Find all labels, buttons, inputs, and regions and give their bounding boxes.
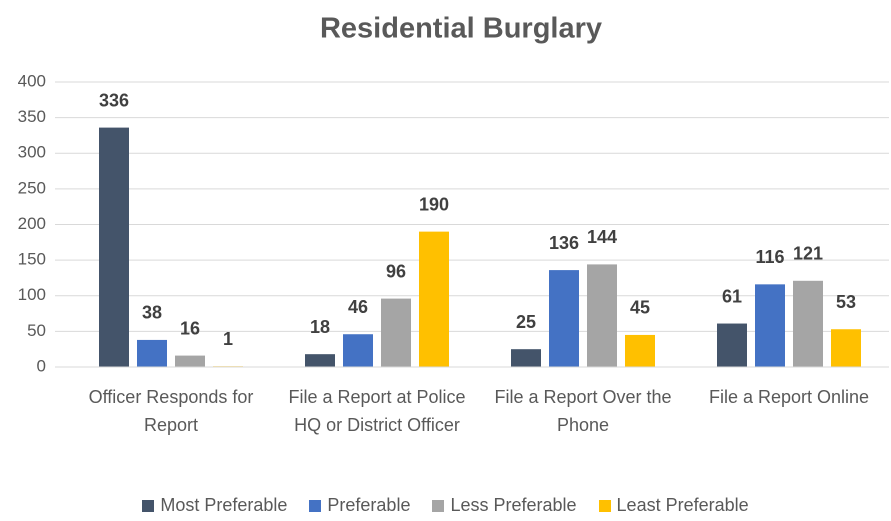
bar [831, 329, 861, 367]
data-label: 38 [142, 303, 162, 323]
legend-item: Least Preferable [598, 495, 749, 516]
legend-label: Preferable [327, 495, 411, 515]
legend-swatch [432, 499, 445, 512]
bar [793, 280, 823, 367]
data-label: 1 [223, 329, 233, 349]
data-label: 18 [310, 317, 330, 337]
y-tick-label: 50 [27, 321, 46, 340]
bar [419, 231, 449, 367]
legend-label: Less Preferable [450, 495, 577, 515]
y-tick-label: 350 [18, 107, 46, 126]
legend-swatch [309, 499, 322, 512]
y-tick-label: 250 [18, 178, 46, 197]
data-label: 96 [386, 261, 406, 281]
chart-title: Residential Burglary [320, 13, 602, 45]
x-tick-label: File a Report at Police HQ or District O… [288, 387, 466, 435]
x-tick-label: Officer Responds for Report [88, 387, 254, 435]
data-label: 61 [722, 286, 742, 306]
bar [717, 323, 747, 367]
bar [175, 355, 205, 367]
data-label: 116 [755, 247, 784, 267]
bar [511, 349, 541, 367]
bar [625, 334, 655, 367]
data-label: 190 [419, 194, 449, 214]
legend-item: Preferable [309, 495, 410, 516]
bar [137, 339, 167, 367]
y-tick-label: 150 [18, 250, 46, 269]
legend-item: Less Preferable [432, 495, 577, 516]
y-tick-label: 200 [18, 214, 46, 233]
legend-item: Most Preferable [142, 495, 287, 516]
y-tick-label: 0 [37, 356, 46, 375]
x-tick-label: File a Report Online [708, 387, 870, 407]
data-label: 136 [549, 233, 579, 253]
bar [99, 127, 129, 367]
bar [587, 264, 617, 367]
data-label: 144 [587, 227, 617, 247]
data-label: 53 [836, 292, 856, 312]
x-tick-label: File a Report Over the Phone [494, 387, 672, 435]
data-label: 45 [630, 298, 650, 318]
y-tick-label: 400 [18, 71, 46, 90]
y-tick-label: 300 [18, 143, 46, 162]
data-label: 25 [516, 312, 536, 332]
legend-swatch [598, 499, 611, 512]
data-label: 336 [99, 90, 129, 110]
data-label: 16 [180, 318, 200, 338]
data-label: 46 [348, 297, 368, 317]
bar [755, 284, 785, 367]
legend-label: Least Preferable [616, 495, 749, 515]
bar [343, 334, 373, 367]
bar [381, 298, 411, 367]
legend: Most Preferable Preferable Less Preferable… [0, 495, 891, 516]
bar [549, 270, 579, 367]
data-label: 121 [793, 244, 823, 264]
y-tick-label: 100 [18, 285, 46, 304]
bar [305, 354, 335, 367]
legend-label: Most Preferable [160, 495, 288, 515]
legend-swatch [142, 499, 155, 512]
